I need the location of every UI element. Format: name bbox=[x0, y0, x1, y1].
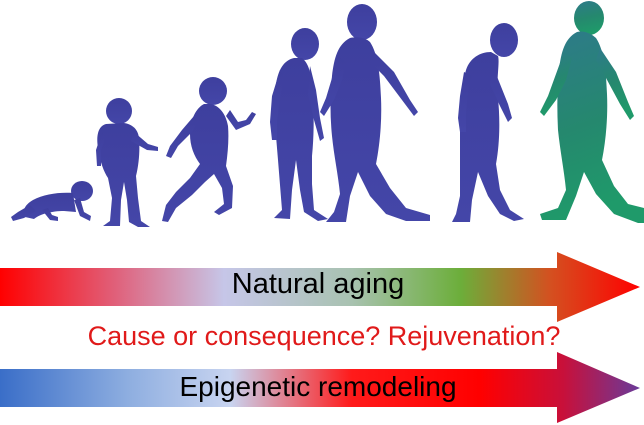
toddler-silhouette bbox=[96, 98, 158, 227]
natural-aging-arrow bbox=[0, 252, 640, 322]
rejuvenated-silhouette bbox=[540, 1, 644, 223]
cause-consequence-question: Cause or consequence? Rejuvenation? bbox=[87, 321, 561, 351]
elderly-silhouette bbox=[452, 23, 524, 222]
epigenetic-remodeling-label: Epigenetic remodeling bbox=[179, 371, 457, 402]
infant-silhouette bbox=[11, 181, 93, 221]
natural-aging-label: Natural aging bbox=[231, 268, 405, 300]
adult-silhouette bbox=[320, 4, 430, 222]
child-silhouette bbox=[162, 77, 256, 222]
epigenetic-remodeling-arrow bbox=[0, 352, 640, 423]
teen-silhouette bbox=[270, 28, 328, 221]
